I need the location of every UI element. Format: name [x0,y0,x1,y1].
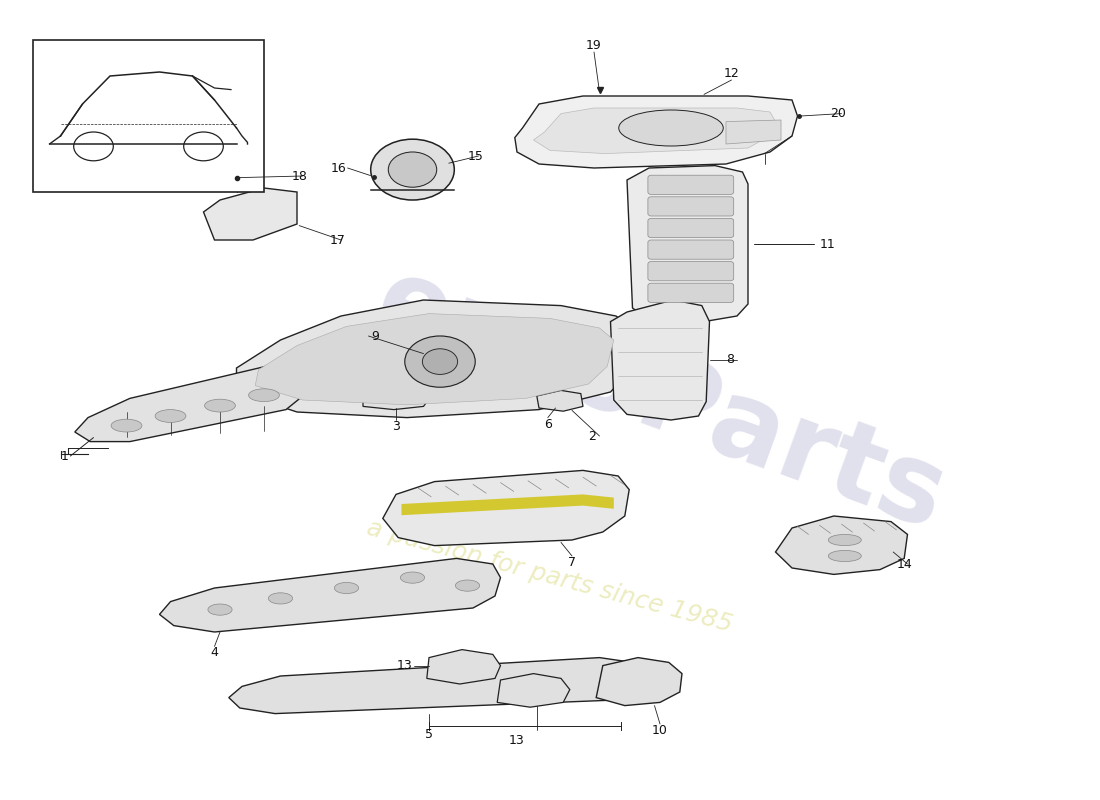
Polygon shape [596,658,682,706]
Text: 5: 5 [425,728,433,741]
Ellipse shape [155,410,186,422]
Text: 9: 9 [372,330,379,342]
FancyBboxPatch shape [648,283,734,302]
Ellipse shape [618,110,724,146]
FancyBboxPatch shape [648,218,734,238]
Text: 19: 19 [586,39,602,52]
Ellipse shape [268,593,293,604]
Circle shape [422,349,458,374]
Text: 7: 7 [568,556,576,569]
Text: 6: 6 [543,418,552,430]
Text: 12: 12 [724,67,739,80]
Ellipse shape [249,389,279,402]
Text: 11: 11 [820,238,835,250]
Ellipse shape [400,572,425,583]
Text: 2: 2 [588,430,596,442]
Polygon shape [383,470,629,546]
Polygon shape [363,384,431,410]
Polygon shape [610,300,710,420]
Polygon shape [537,390,583,411]
Ellipse shape [455,580,480,591]
Ellipse shape [828,534,861,546]
Text: 8: 8 [726,354,734,366]
Polygon shape [726,120,781,144]
Text: 14: 14 [896,558,912,570]
FancyBboxPatch shape [648,240,734,259]
Text: 17: 17 [330,234,345,246]
Circle shape [388,152,437,187]
Circle shape [371,139,454,200]
Text: 1: 1 [60,450,68,462]
Circle shape [405,336,475,387]
Polygon shape [255,314,614,405]
Polygon shape [75,362,306,442]
Ellipse shape [334,582,359,594]
Text: euroParts: euroParts [361,248,959,552]
Ellipse shape [111,419,142,432]
FancyBboxPatch shape [648,262,734,281]
Polygon shape [204,188,297,240]
Polygon shape [534,108,776,154]
Text: 13: 13 [397,659,412,672]
Text: 3: 3 [392,420,400,433]
Polygon shape [515,96,798,168]
Text: 18: 18 [292,170,307,182]
Polygon shape [229,658,640,714]
Polygon shape [160,558,501,632]
Text: 20: 20 [830,107,846,120]
Ellipse shape [208,604,232,615]
Text: a passion for parts since 1985: a passion for parts since 1985 [364,515,736,637]
Ellipse shape [205,399,235,412]
Polygon shape [427,650,500,684]
Polygon shape [402,494,614,515]
FancyBboxPatch shape [33,40,264,192]
Text: 10: 10 [652,724,668,737]
FancyBboxPatch shape [648,197,734,216]
Polygon shape [776,516,908,574]
Polygon shape [627,166,748,322]
Text: 13: 13 [509,734,525,747]
Ellipse shape [828,550,861,562]
FancyBboxPatch shape [648,175,734,194]
Polygon shape [236,300,638,418]
Text: 15: 15 [468,150,483,162]
Text: 16: 16 [331,162,346,174]
Text: 4: 4 [210,646,219,659]
Polygon shape [497,674,570,707]
